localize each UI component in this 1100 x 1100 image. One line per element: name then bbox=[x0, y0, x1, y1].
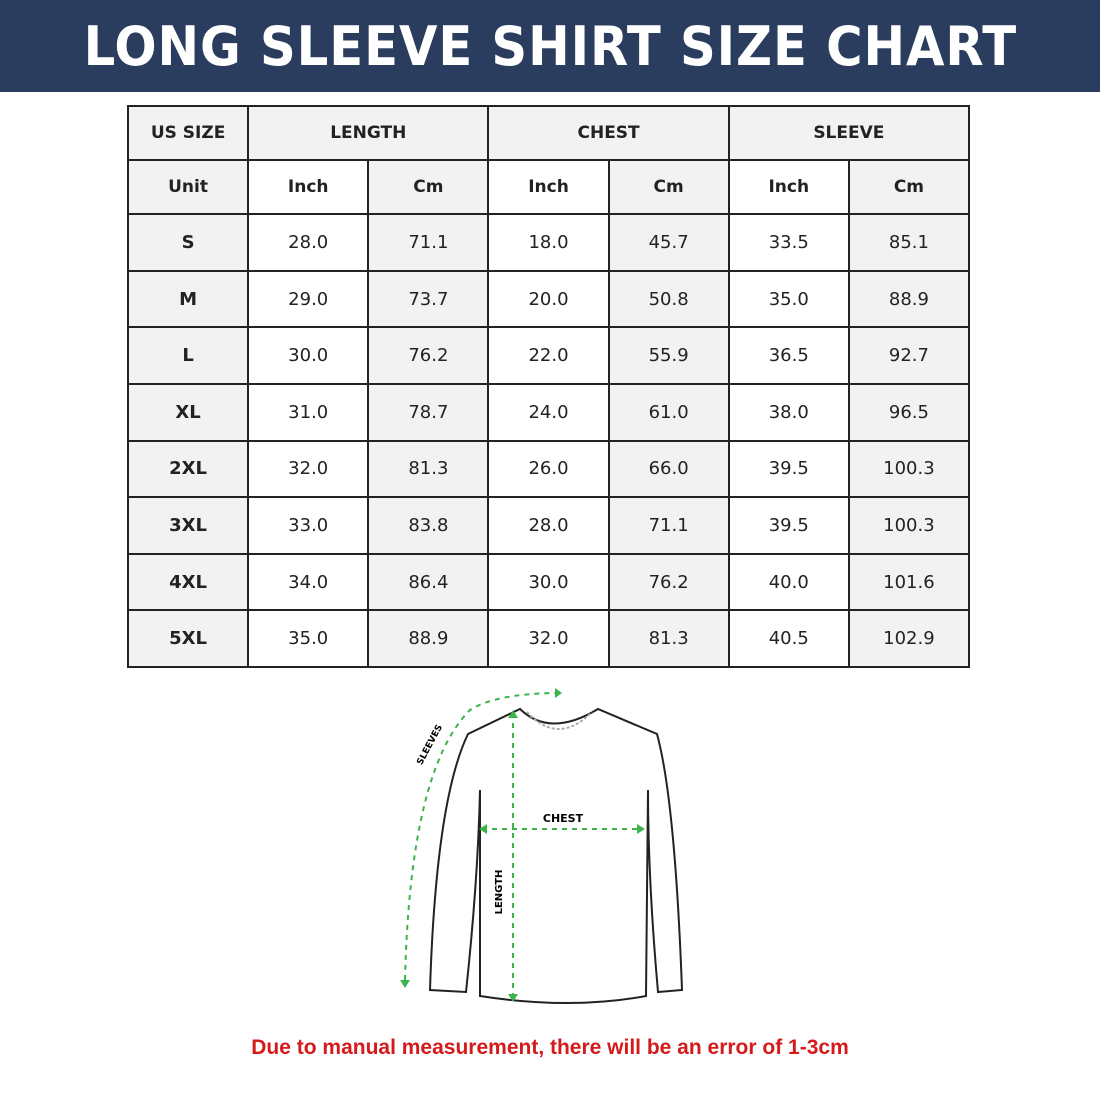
value-cell: 100.3 bbox=[847, 439, 971, 499]
value-cell: 36.5 bbox=[727, 326, 850, 385]
value-cell: Cm bbox=[847, 159, 971, 216]
value-cell: 38.0 bbox=[727, 382, 850, 442]
value-cell: 35.0 bbox=[247, 609, 370, 668]
header-chest: CHEST bbox=[487, 104, 730, 162]
size-cell: Unit bbox=[126, 159, 250, 216]
value-cell: 92.7 bbox=[847, 326, 971, 385]
value-cell: 33.0 bbox=[247, 496, 370, 555]
value-cell: Inch bbox=[487, 159, 610, 216]
size-cell: M bbox=[126, 269, 250, 329]
value-cell: 81.3 bbox=[367, 439, 490, 499]
value-cell: 28.0 bbox=[487, 496, 610, 555]
value-cell: 71.1 bbox=[607, 496, 730, 555]
size-cell: XL bbox=[126, 382, 250, 442]
value-cell: 71.1 bbox=[367, 213, 490, 272]
measure-lines bbox=[404, 692, 642, 1000]
size-cell: 3XL bbox=[126, 496, 250, 555]
value-cell: Inch bbox=[727, 159, 850, 216]
shirt-diagram: CHEST LENGTH SLEEVES bbox=[400, 688, 684, 1004]
value-cell: 76.2 bbox=[367, 326, 490, 385]
value-cell: 85.1 bbox=[847, 213, 971, 272]
unit-row: Unit Inch Cm Inch Cm Inch Cm bbox=[126, 159, 971, 216]
table-row: 2XL 32.0 81.3 26.0 66.0 39.5 100.3 bbox=[126, 439, 971, 499]
size-cell: L bbox=[126, 326, 250, 385]
value-cell: 100.3 bbox=[847, 496, 971, 555]
size-cell: 5XL bbox=[126, 609, 250, 668]
value-cell: 78.7 bbox=[367, 382, 490, 442]
value-cell: 20.0 bbox=[487, 269, 610, 329]
value-cell: 32.0 bbox=[247, 439, 370, 499]
value-cell: 30.0 bbox=[487, 552, 610, 612]
value-cell: 39.5 bbox=[727, 439, 850, 499]
value-cell: 30.0 bbox=[247, 326, 370, 385]
value-cell: 26.0 bbox=[487, 439, 610, 499]
sleeves-label: SLEEVES bbox=[415, 723, 445, 767]
title-banner: LONG SLEEVE SHIRT SIZE CHART bbox=[0, 0, 1100, 92]
table-row: 4XL 34.0 86.4 30.0 76.2 40.0 101.6 bbox=[126, 552, 971, 612]
shirt-outline bbox=[428, 707, 684, 1004]
value-cell: 45.7 bbox=[607, 213, 730, 272]
page-title: LONG SLEEVE SHIRT SIZE CHART bbox=[83, 14, 1017, 78]
length-label: LENGTH bbox=[494, 870, 505, 915]
value-cell: 29.0 bbox=[247, 269, 370, 329]
value-cell: 50.8 bbox=[607, 269, 730, 329]
table-row: 5XL 35.0 88.9 32.0 81.3 40.5 102.9 bbox=[126, 609, 971, 668]
size-cell: 4XL bbox=[126, 552, 250, 612]
value-cell: 39.5 bbox=[727, 496, 850, 555]
size-cell: S bbox=[126, 213, 250, 272]
value-cell: 28.0 bbox=[247, 213, 370, 272]
value-cell: 88.9 bbox=[367, 609, 490, 668]
header-sleeve: SLEEVE bbox=[727, 104, 971, 162]
value-cell: 40.5 bbox=[727, 609, 850, 668]
value-cell: 96.5 bbox=[847, 382, 971, 442]
value-cell: 86.4 bbox=[367, 552, 490, 612]
value-cell: 35.0 bbox=[727, 269, 850, 329]
value-cell: Cm bbox=[607, 159, 730, 216]
table-row: M 29.0 73.7 20.0 50.8 35.0 88.9 bbox=[126, 269, 971, 329]
value-cell: 40.0 bbox=[727, 552, 850, 612]
table-row: S 28.0 71.1 18.0 45.7 33.5 85.1 bbox=[126, 213, 971, 272]
value-cell: 73.7 bbox=[367, 269, 490, 329]
value-cell: 88.9 bbox=[847, 269, 971, 329]
table-row: L 30.0 76.2 22.0 55.9 36.5 92.7 bbox=[126, 326, 971, 385]
value-cell: 31.0 bbox=[247, 382, 370, 442]
value-cell: 22.0 bbox=[487, 326, 610, 385]
value-cell: 61.0 bbox=[607, 382, 730, 442]
size-cell: 2XL bbox=[126, 439, 250, 499]
arrow-heads bbox=[400, 688, 645, 1002]
value-cell: 34.0 bbox=[247, 552, 370, 612]
value-cell: 102.9 bbox=[847, 609, 971, 668]
measurement-note: Due to manual measurement, there will be… bbox=[251, 1036, 849, 1059]
value-cell: 33.5 bbox=[727, 213, 850, 272]
header-row: US SIZE LENGTH CHEST SLEEVE bbox=[126, 104, 971, 162]
value-cell: Cm bbox=[367, 159, 490, 216]
header-length: LENGTH bbox=[247, 104, 490, 162]
value-cell: 18.0 bbox=[487, 213, 610, 272]
value-cell: 32.0 bbox=[487, 609, 610, 668]
value-cell: 81.3 bbox=[607, 609, 730, 668]
value-cell: 76.2 bbox=[607, 552, 730, 612]
value-cell: 101.6 bbox=[847, 552, 971, 612]
value-cell: 24.0 bbox=[487, 382, 610, 442]
header-us-size: US SIZE bbox=[126, 104, 250, 162]
value-cell: 55.9 bbox=[607, 326, 730, 385]
table-row: 3XL 33.0 83.8 28.0 71.1 39.5 100.3 bbox=[126, 496, 971, 555]
chest-label: CHEST bbox=[543, 812, 584, 825]
value-cell: 66.0 bbox=[607, 439, 730, 499]
size-table: US SIZE LENGTH CHEST SLEEVE Unit Inch Cm In… bbox=[126, 104, 971, 668]
value-cell: 83.8 bbox=[367, 496, 490, 555]
table-row: XL 31.0 78.7 24.0 61.0 38.0 96.5 bbox=[126, 382, 971, 442]
value-cell: Inch bbox=[247, 159, 370, 216]
